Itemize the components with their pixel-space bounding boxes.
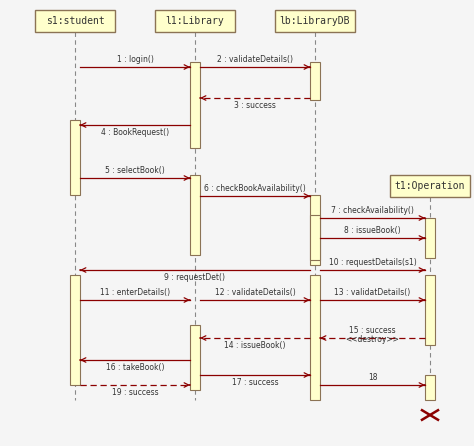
Text: lb:LibraryDB: lb:LibraryDB bbox=[280, 16, 350, 26]
Text: 5 : selectBook(): 5 : selectBook() bbox=[105, 166, 165, 175]
Bar bbox=[425, 218, 435, 258]
Text: 8 : issueBook(): 8 : issueBook() bbox=[344, 226, 401, 235]
Text: 9 : requestDet(): 9 : requestDet() bbox=[164, 273, 226, 282]
Text: 4 : BookRequest(): 4 : BookRequest() bbox=[101, 128, 169, 137]
FancyBboxPatch shape bbox=[35, 10, 115, 32]
Bar bbox=[190, 325, 200, 390]
Text: 15 : success: 15 : success bbox=[349, 326, 396, 335]
Text: 3 : success: 3 : success bbox=[234, 101, 276, 110]
Text: 13 : validatDetails(): 13 : validatDetails() bbox=[334, 288, 410, 297]
Text: 19 : success: 19 : success bbox=[112, 388, 158, 397]
Text: t1:Operation: t1:Operation bbox=[395, 181, 465, 191]
Text: 2 : validateDetails(): 2 : validateDetails() bbox=[217, 55, 293, 64]
Text: 18: 18 bbox=[368, 373, 377, 382]
Text: 1 : login(): 1 : login() bbox=[117, 55, 154, 64]
Bar bbox=[190, 62, 200, 148]
Bar bbox=[310, 62, 320, 100]
Text: 6 : checkBookAvailability(): 6 : checkBookAvailability() bbox=[204, 184, 306, 193]
Bar bbox=[310, 275, 320, 400]
FancyBboxPatch shape bbox=[390, 175, 470, 197]
Text: 7 : checkAvailability(): 7 : checkAvailability() bbox=[331, 206, 414, 215]
Text: 10 : requestDetails(s1): 10 : requestDetails(s1) bbox=[328, 258, 416, 267]
Bar bbox=[190, 175, 200, 255]
Bar bbox=[310, 195, 320, 265]
Text: 16 : takeBook(): 16 : takeBook() bbox=[106, 363, 164, 372]
Bar bbox=[310, 215, 320, 260]
FancyBboxPatch shape bbox=[155, 10, 235, 32]
Text: l1:Library: l1:Library bbox=[165, 16, 224, 26]
Text: 11 : enterDetails(): 11 : enterDetails() bbox=[100, 288, 170, 297]
Bar bbox=[425, 375, 435, 400]
Bar bbox=[70, 120, 80, 195]
Text: <<destroy>>: <<destroy>> bbox=[346, 335, 400, 344]
Text: 14 : issueBook(): 14 : issueBook() bbox=[224, 341, 286, 350]
Text: s1:student: s1:student bbox=[46, 16, 104, 26]
Text: 12 : validateDetails(): 12 : validateDetails() bbox=[215, 288, 295, 297]
Bar bbox=[425, 275, 435, 345]
FancyBboxPatch shape bbox=[275, 10, 355, 32]
Text: 17 : success: 17 : success bbox=[232, 378, 278, 387]
Bar bbox=[70, 275, 80, 385]
